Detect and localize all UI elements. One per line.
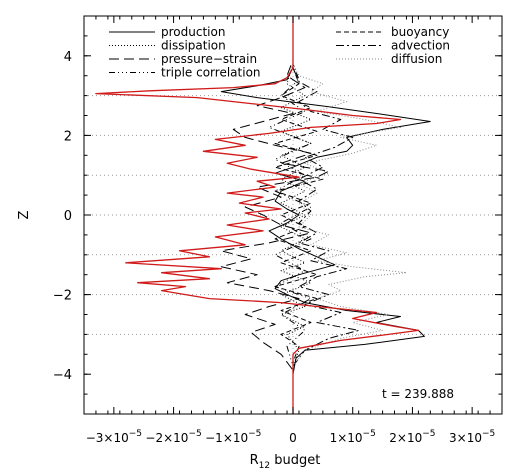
x-tick-exponent: −5: [482, 429, 495, 439]
x-axis-label: R12 budget: [250, 453, 321, 471]
time-annotation: t = 239.888: [382, 387, 454, 401]
series-triple-correlation-line: [268, 16, 312, 414]
series-diffusion-line: [292, 16, 407, 414]
y-tick-label: −2: [53, 289, 72, 304]
y-tick-label: −4: [53, 368, 72, 383]
legend-label: buoyancy: [391, 25, 449, 39]
y-axis-label: Z: [17, 210, 32, 219]
series-buoyancy-line: [274, 16, 324, 414]
legend: productiondissipationpressure−straintrip…: [109, 25, 450, 80]
legend-label: triple correlation: [161, 66, 261, 80]
y-tick-label: 0: [64, 209, 72, 224]
legend-label: pressure−strain: [161, 52, 257, 66]
x-tick-mantissa: −1×10: [205, 431, 248, 445]
x-tick-mantissa: 2×10: [389, 431, 422, 445]
x-tick-exponent: −5: [248, 429, 261, 439]
x-tick-label: −3×10−5: [86, 429, 142, 445]
x-axis-label-main: R: [250, 453, 259, 468]
legend-label: advection: [391, 39, 450, 53]
legend-label: production: [161, 25, 225, 39]
x-tick-exponent: −5: [188, 429, 201, 439]
legend-label: diffusion: [391, 52, 442, 66]
x-tick-label: −2×10−5: [145, 429, 201, 445]
y-tick-label: 2: [64, 129, 72, 144]
x-tick-exponent: −5: [363, 429, 376, 439]
x-tick-mantissa: 1×10: [330, 431, 363, 445]
x-tick-mantissa: −3×10: [86, 431, 129, 445]
x-tick-exponent: −5: [129, 429, 142, 439]
axes: −3×10−5 −2×10−5 −1×10−5 0 1×10−5 2×10−5 3×10−5…: [53, 15, 503, 445]
x-tick-mantissa: −2×10: [145, 431, 188, 445]
x-tick-exponent: −5: [422, 429, 435, 439]
x-tick-label: 3×10−5: [449, 429, 495, 445]
reference-lines: [84, 16, 502, 414]
series-layer: [95, 16, 431, 414]
x-tick-mantissa: 0: [289, 431, 297, 445]
y-tick-label: 4: [64, 50, 72, 65]
legend-label: dissipation: [161, 39, 226, 53]
x-tick-mantissa: 3×10: [449, 431, 482, 445]
x-axis-label-suffix: budget: [270, 453, 320, 468]
series-pressure-strain-line: [220, 16, 330, 414]
x-axis-label-subscript: 12: [259, 461, 270, 471]
series-advection-line: [292, 16, 360, 414]
series-red-line: [95, 16, 420, 414]
x-tick-label: 2×10−5: [389, 429, 435, 445]
x-tick-label: −1×10−5: [205, 429, 261, 445]
x-tick-label: 1×10−5: [330, 429, 376, 445]
series-dissipation-line: [280, 16, 312, 414]
x-tick-label: 0: [289, 431, 297, 445]
